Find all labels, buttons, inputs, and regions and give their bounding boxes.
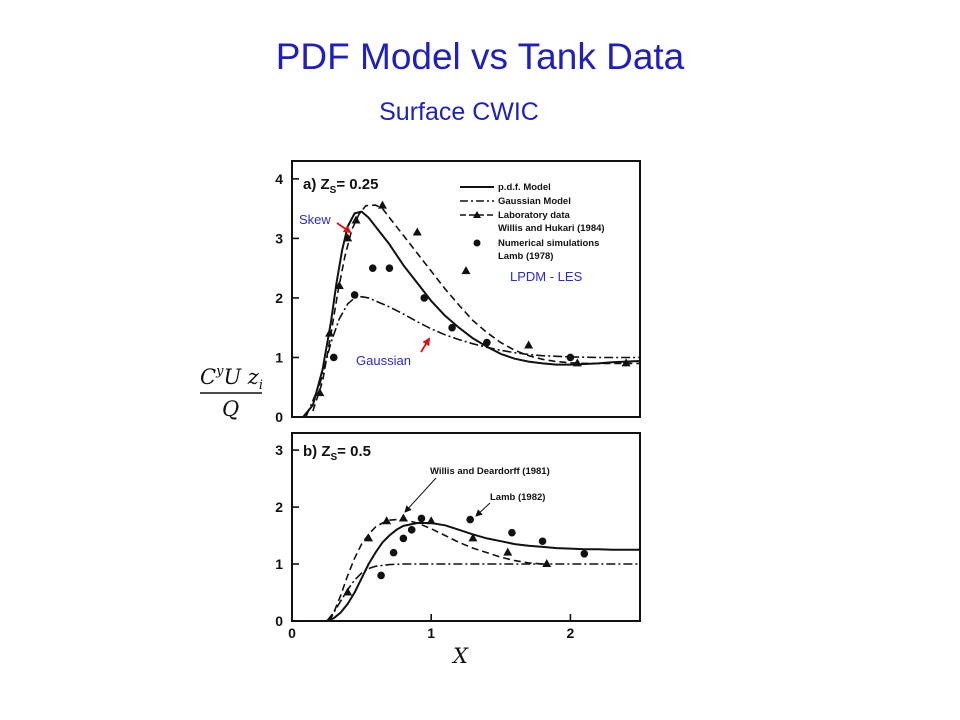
legend-triangle-marker (473, 211, 481, 218)
panel-b-y-tick-label: 1 (275, 556, 283, 572)
panel-a-y-ticks: 0 1 2 3 4 (275, 171, 299, 425)
panel-a-point-lamb-1978 (329, 353, 338, 362)
panel-b-y-ticks: 0 1 2 3 (275, 442, 299, 629)
panel-a-series-gaussian-model (305, 295, 640, 418)
legend-entry: p.d.f. Model (498, 182, 551, 193)
svg-text:Q: Q (222, 397, 239, 421)
panel-a-label: a) ZS= 0.25 (303, 176, 378, 196)
legend-entry: Numerical simulations (498, 238, 599, 249)
panel-a: 0 1 2 3 4 a) ZS= 0.25 p.d.f. Model Gaussian … (275, 160, 641, 425)
panel-b-point-willis-and-deardorff-1981 (382, 516, 392, 525)
panel-b-point-lamb-1982 (466, 515, 474, 524)
panel-a-point-willis-and-hukari-1984 (377, 200, 387, 209)
panel-b: 0 1 2 3 0 1 2 b) ZS= 0.5 Willis and Deardorff… (275, 432, 641, 641)
panel-a-series-p-d-f-model (302, 210, 641, 418)
slide-title: PDF Model vs Tank Data (275, 36, 685, 77)
panel-a-point-lamb-1978 (420, 294, 429, 302)
pointer-willis-deardorff (404, 477, 437, 513)
panel-b-x-tick-label: 1 (427, 625, 435, 641)
panel-b-point-lamb-1982 (417, 514, 426, 523)
label-willis-deardorff: Willis and Deardorff (1981) (430, 466, 550, 477)
slide-subtitle: Surface CWIC (379, 98, 539, 126)
panel-b-y-tick-label: 3 (275, 442, 283, 458)
panel-b-point-willis-and-deardorff-1981 (542, 559, 552, 568)
panel-b-series (326, 513, 640, 622)
panel-b-label: b) ZS= 0.5 (303, 443, 371, 463)
panel-a-point-willis-and-hukari-1984 (572, 358, 582, 367)
panel-a-point-willis-and-hukari-1984 (325, 328, 335, 337)
panel-b-point-lamb-1982 (508, 528, 516, 537)
panel-a-series-laboratory-data (312, 204, 640, 412)
panel-b-point-lamb-1982 (399, 534, 408, 543)
panel-a-y-tick-label: 1 (275, 349, 283, 365)
y-axis-label: CyU zi Q (200, 364, 263, 421)
panel-b-point-willis-and-deardorff-1981 (398, 513, 408, 522)
panel-a-point-willis-and-hukari-1984 (315, 388, 325, 397)
panel-a-legend: p.d.f. Model Gaussian Model Laboratory d… (460, 182, 605, 262)
svg-text:CyU zi: CyU zi (200, 364, 263, 393)
x-axis-label: X (451, 644, 469, 668)
pointer-lamb-1982 (475, 502, 491, 517)
panel-b-series-laboratory-data (328, 518, 550, 622)
panel-b-series-p-d-f-model (326, 522, 640, 622)
panel-a-point-willis-and-hukari-1984 (412, 227, 422, 236)
panel-a-series (302, 200, 641, 418)
panel-a-point-willis-and-hukari-1984 (524, 340, 534, 349)
panel-b-y-tick-label: 2 (275, 499, 283, 515)
panel-a-point-lamb-1978 (385, 264, 394, 272)
annotation-gaussian: Gaussian (356, 353, 411, 368)
legend-entry: Gaussian Model (498, 196, 571, 207)
panel-b-series-gaussian-model (326, 563, 640, 622)
panel-b-point-willis-and-deardorff-1981 (426, 516, 436, 525)
panel-b-point-willis-and-deardorff-1981 (503, 547, 513, 556)
panel-b-point-willis-and-deardorff-1981 (364, 533, 374, 542)
panel-b-frame (291, 432, 641, 622)
panel-b-point-willis-and-deardorff-1981 (343, 587, 353, 596)
panel-b-point-lamb-1982 (377, 571, 385, 580)
panel-a-point-willis-and-hukari-1984 (334, 281, 344, 290)
skew-arrow (336, 222, 352, 234)
panel-a-point-willis-and-hukari-1984 (343, 233, 353, 242)
panel-a-y-tick-label: 0 (275, 409, 283, 425)
panel-a-y-tick-label: 3 (275, 230, 283, 246)
panel-b-point-lamb-1982 (407, 526, 416, 534)
panel-b-point-lamb-1982 (538, 537, 547, 546)
panel-a-point-lamb-1978 (350, 291, 359, 299)
panel-a-point-lamb-1978 (566, 353, 575, 362)
annotation-skew: Skew (299, 212, 331, 227)
panel-b-point-lamb-1982 (389, 548, 398, 557)
panel-b-point-lamb-1982 (580, 549, 589, 558)
panel-a-y-tick-label: 4 (275, 171, 283, 187)
legend-dot-marker (473, 239, 481, 247)
panel-a-point-willis-and-hukari-1984 (461, 266, 471, 275)
legend-entry: Willis and Hukari (1984) (498, 223, 605, 234)
legend-entry: Lamb (1978) (498, 251, 553, 262)
panel-a-point-willis-and-hukari-1984 (351, 215, 361, 224)
label-lamb-1982: Lamb (1982) (490, 492, 545, 503)
panel-a-y-tick-label: 2 (275, 290, 283, 306)
panel-a-point-lamb-1978 (448, 323, 456, 332)
panel-a-point-lamb-1978 (483, 338, 491, 347)
panel-b-x-ticks: 0 1 2 (288, 614, 575, 641)
annotation-lpdm-les: LPDM - LES (510, 269, 583, 284)
panel-b-point-willis-and-deardorff-1981 (468, 533, 478, 542)
panel-a-frame (291, 160, 641, 418)
panel-a-point-willis-and-hukari-1984 (621, 358, 631, 367)
panel-a-point-lamb-1978 (368, 264, 377, 272)
panel-b-x-tick-label: 2 (567, 625, 575, 641)
panel-b-y-tick-label: 0 (275, 613, 283, 629)
legend-entry: Laboratory data (498, 210, 571, 221)
gaussian-arrow (420, 337, 431, 353)
panel-b-x-tick-label: 0 (288, 625, 296, 641)
